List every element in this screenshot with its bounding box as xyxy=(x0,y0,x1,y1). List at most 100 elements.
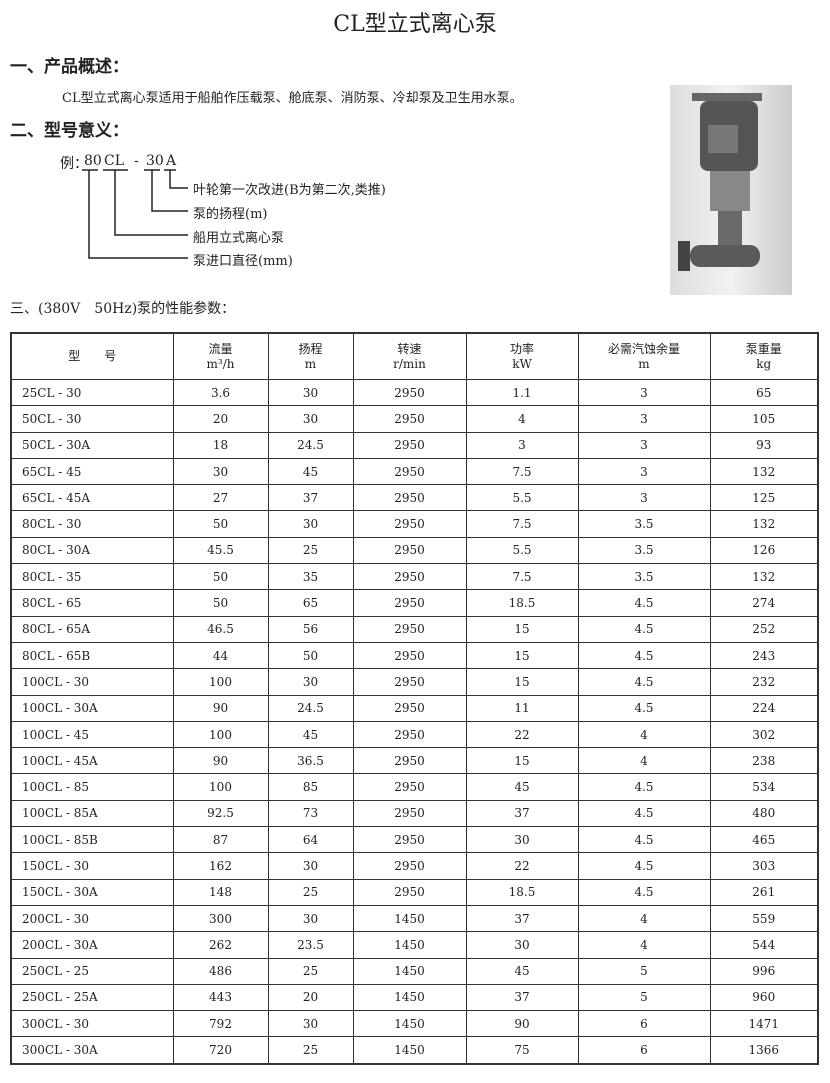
label-inlet: 泵进口直径(mm) xyxy=(193,254,293,269)
table-row: 100CL - 85B 87 64 2950 30 4.5 465 xyxy=(10,826,819,854)
table-cell: 126 xyxy=(709,536,819,565)
table-cell: 22 xyxy=(465,720,579,749)
table-cell: 3 xyxy=(577,378,711,407)
column-header: 泵重量 kg xyxy=(709,332,819,380)
table-row: 80CL - 30A 45.5 25 2950 5.5 3.5 126 xyxy=(10,536,819,565)
table-cell: 252 xyxy=(709,615,819,643)
table-cell: 25 xyxy=(267,957,354,985)
table-cell: 465 xyxy=(709,826,819,854)
model-part-size: 80 xyxy=(84,153,102,169)
example-prefix: 例： xyxy=(60,156,88,172)
table-cell: 544 xyxy=(709,931,819,959)
table-cell: 1.1 xyxy=(465,378,579,407)
table-cell: 5.5 xyxy=(465,536,579,565)
model-cell: 300CL - 30A xyxy=(10,1036,174,1065)
table-cell: 18.5 xyxy=(465,878,579,906)
table-cell: 4.5 xyxy=(577,589,711,617)
table-cell: 30 xyxy=(465,826,579,854)
model-cell: 200CL - 30A xyxy=(10,931,174,959)
table-cell: 3.5 xyxy=(577,536,711,565)
model-cell: 80CL - 65B xyxy=(10,641,174,670)
table-cell: 15 xyxy=(465,615,579,643)
table-cell: 23.5 xyxy=(267,931,354,959)
table-cell: 35 xyxy=(267,563,354,591)
table-cell: 30 xyxy=(267,405,354,433)
table-cell: 262 xyxy=(172,931,269,959)
table-cell: 7.5 xyxy=(465,457,579,486)
table-cell: 960 xyxy=(709,983,819,1012)
performance-table: 型 号流量 m³/h 扬程 m 转速 r/min 功率 kW 必需汽蚀余量 m 泵重量 kg 25CL… xyxy=(10,332,819,1065)
table-cell: 30 xyxy=(465,931,579,959)
table-cell: 4.5 xyxy=(577,799,711,828)
table-cell: 37 xyxy=(465,799,579,828)
model-cell: 65CL - 45A xyxy=(10,484,174,512)
table-cell: 224 xyxy=(709,694,819,722)
table-cell: 2950 xyxy=(352,536,467,565)
page-title: CL型立式离心泵 xyxy=(333,12,497,37)
table-row: 50CL - 30 20 30 2950 4 3 105 xyxy=(10,405,819,433)
table-cell: 3 xyxy=(577,484,711,512)
table-cell: 45 xyxy=(267,720,354,749)
table-row: 250CL - 25A 443 20 1450 37 5 960 xyxy=(10,983,819,1012)
table-cell: 4.5 xyxy=(577,826,711,854)
model-part-dash: - xyxy=(134,153,139,169)
table-cell: 2950 xyxy=(352,484,467,512)
table-cell: 2950 xyxy=(352,589,467,617)
table-row: 50CL - 30A 18 24.5 2950 3 3 93 xyxy=(10,431,819,459)
model-cell: 100CL - 30A xyxy=(10,694,174,722)
table-row: 80CL - 35 50 35 2950 7.5 3.5 132 xyxy=(10,563,819,591)
table-cell: 559 xyxy=(709,904,819,933)
table-cell: 92.5 xyxy=(172,799,269,828)
table-cell: 90 xyxy=(465,1010,579,1038)
table-cell: 1450 xyxy=(352,1036,467,1065)
column-header-name: 必需汽蚀余量 xyxy=(607,341,680,356)
column-header-name: 流量 xyxy=(208,341,233,356)
table-cell: 2950 xyxy=(352,563,467,591)
section-overview-heading: 一、产品概述： xyxy=(10,57,129,77)
table-cell: 37 xyxy=(465,983,579,1012)
label-head: 泵的扬程(m) xyxy=(193,207,268,222)
table-row: 100CL - 85A 92.5 73 2950 37 4.5 480 xyxy=(10,799,819,828)
model-cell: 100CL - 85 xyxy=(10,773,174,801)
table-cell: 261 xyxy=(709,878,819,906)
table-cell: 1450 xyxy=(352,1010,467,1038)
model-cell: 80CL - 35 xyxy=(10,563,174,591)
table-cell: 50 xyxy=(267,641,354,670)
table-cell: 232 xyxy=(709,668,819,696)
column-header-name: 扬程 xyxy=(298,341,323,356)
table-cell: 44 xyxy=(172,641,269,670)
column-header-name: 泵重量 xyxy=(745,341,782,356)
table-row: 200CL - 30A 262 23.5 1450 30 4 544 xyxy=(10,931,819,959)
table-cell: 2950 xyxy=(352,826,467,854)
table-cell: 480 xyxy=(709,799,819,828)
table-cell: 85 xyxy=(267,773,354,801)
table-cell: 37 xyxy=(267,484,354,512)
table-cell: 18 xyxy=(172,431,269,459)
column-header-unit: r/min xyxy=(393,356,426,371)
table-cell: 65 xyxy=(709,378,819,407)
table-cell: 996 xyxy=(709,957,819,985)
table-cell: 20 xyxy=(267,983,354,1012)
table-cell: 300 xyxy=(172,904,269,933)
table-cell: 2950 xyxy=(352,431,467,459)
table-cell: 5 xyxy=(577,983,711,1012)
table-cell: 73 xyxy=(267,799,354,828)
table-cell: 30 xyxy=(267,1010,354,1038)
table-cell: 2950 xyxy=(352,720,467,749)
column-header: 必需汽蚀余量 m xyxy=(577,332,711,380)
table-cell: 3 xyxy=(577,405,711,433)
table-row: 65CL - 45A 27 37 2950 5.5 3 125 xyxy=(10,484,819,512)
model-cell: 150CL - 30 xyxy=(10,852,174,880)
table-cell: 132 xyxy=(709,457,819,486)
table-row: 100CL - 45A 90 36.5 2950 15 4 238 xyxy=(10,747,819,775)
table-cell: 4 xyxy=(577,747,711,775)
table-cell: 792 xyxy=(172,1010,269,1038)
table-row: 80CL - 65B 44 50 2950 15 4.5 243 xyxy=(10,641,819,670)
table-cell: 24.5 xyxy=(267,694,354,722)
table-cell: 274 xyxy=(709,589,819,617)
table-cell: 162 xyxy=(172,852,269,880)
model-cell: 65CL - 45 xyxy=(10,457,174,486)
model-cell: 100CL - 45 xyxy=(10,720,174,749)
model-cell: 150CL - 30A xyxy=(10,878,174,906)
pump-photo xyxy=(670,85,792,295)
